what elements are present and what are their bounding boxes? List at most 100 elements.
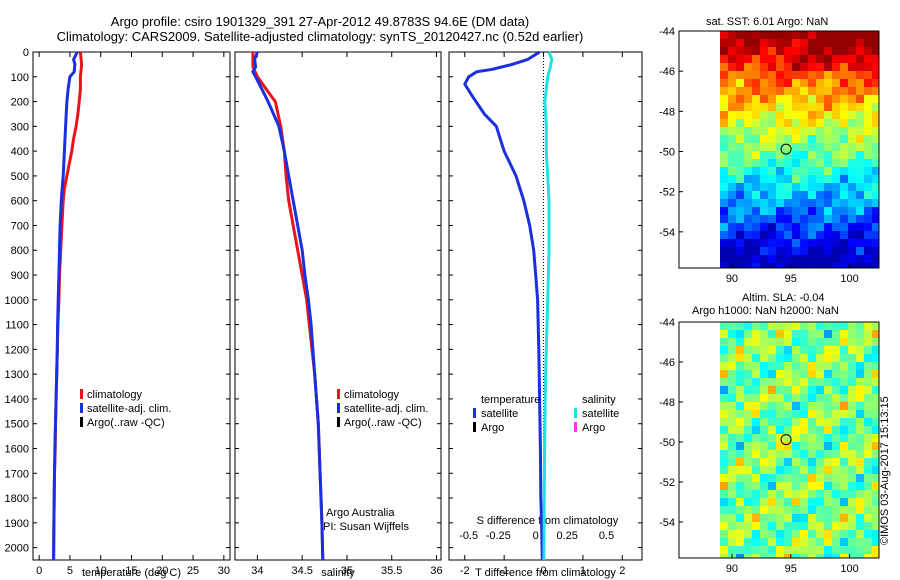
map-cell [856, 191, 864, 199]
map-cell [848, 386, 856, 394]
map-cell [840, 119, 848, 127]
map-cell [768, 87, 776, 95]
map-cell [832, 458, 840, 466]
map-cell [872, 87, 879, 95]
map-cell [856, 330, 864, 338]
map-cell [832, 151, 840, 159]
map-cell [840, 223, 848, 231]
map-cell [872, 223, 879, 231]
map-cell [776, 386, 784, 394]
map-cell [784, 71, 792, 79]
map-cell [872, 442, 879, 450]
map-cell [840, 418, 848, 426]
map-cell [856, 95, 864, 103]
map-cell [824, 199, 832, 207]
map-cell [776, 231, 784, 239]
map-cell [760, 490, 768, 498]
map-cell [736, 410, 744, 418]
y-tick-label: 300 [11, 121, 29, 133]
map-cell [752, 346, 760, 354]
map-cell [808, 442, 816, 450]
map-cell [752, 386, 760, 394]
map-cell [832, 55, 840, 63]
map-cell [832, 199, 840, 207]
map-cell [856, 127, 864, 135]
map-cell [840, 71, 848, 79]
map-cell [808, 239, 816, 247]
map-cell [768, 159, 776, 167]
map-cell [840, 482, 848, 490]
map-cell [856, 370, 864, 378]
map-cell [744, 450, 752, 458]
map-cell [832, 338, 840, 346]
map-cell [792, 394, 800, 402]
map-cell [776, 39, 784, 47]
map-cell [800, 498, 808, 506]
map-cell [832, 386, 840, 394]
map-cell [808, 490, 816, 498]
map-cell [744, 239, 752, 247]
map-cell [816, 450, 824, 458]
map-cell [752, 450, 760, 458]
map-cell [824, 474, 832, 482]
x-tick-label: 25 [187, 565, 199, 577]
map-cell [824, 111, 832, 119]
map-cell [792, 442, 800, 450]
map-cell [776, 127, 784, 135]
map-cell [872, 506, 879, 514]
map-cell [760, 223, 768, 231]
map-cell [872, 482, 879, 490]
map-cell [840, 215, 848, 223]
map-cell [720, 255, 728, 263]
map-cell [832, 191, 840, 199]
map-cell [840, 546, 848, 554]
map-cell [864, 167, 872, 175]
map-cell [816, 466, 824, 474]
map-cell [720, 498, 728, 506]
map-cell [856, 402, 864, 410]
map-cell [736, 87, 744, 95]
map-cell [720, 31, 728, 39]
map-cell [760, 167, 768, 175]
map-cell [720, 434, 728, 442]
top-tick-label: 0.5 [599, 530, 614, 542]
map-cell [736, 434, 744, 442]
map-cell [824, 63, 832, 71]
map-cell [760, 498, 768, 506]
map-cell [744, 434, 752, 442]
map-cell [816, 79, 824, 87]
map-cell [824, 458, 832, 466]
map-cell [856, 538, 864, 546]
map-cell [760, 127, 768, 135]
map-cell [848, 466, 856, 474]
map-cell [776, 450, 784, 458]
map-cell [728, 39, 736, 47]
map-cell [824, 159, 832, 167]
map-cell [792, 239, 800, 247]
map-cell [776, 426, 784, 434]
map-cell [792, 418, 800, 426]
map-cell [744, 354, 752, 362]
map-cell [768, 263, 776, 268]
map-cell [776, 474, 784, 482]
map-cell [816, 191, 824, 199]
map-cell [824, 418, 832, 426]
map-cell [872, 239, 879, 247]
map-cell [728, 47, 736, 55]
map-cell [728, 362, 736, 370]
map-cell [832, 538, 840, 546]
map-cell [848, 167, 856, 175]
map-cell [840, 231, 848, 239]
map-cell [720, 135, 728, 143]
map-cell [784, 55, 792, 63]
map-cell [816, 167, 824, 175]
map-cell [744, 159, 752, 167]
y-tick-label: 500 [11, 171, 29, 183]
map-cell [720, 175, 728, 183]
map-x-tick-label: 95 [785, 273, 797, 285]
map-cell [744, 175, 752, 183]
climatology-title: Climatology: CARS2009. Satellite-adjuste… [56, 29, 584, 44]
map-cell [744, 378, 752, 386]
map-cell [792, 434, 800, 442]
map-cell [800, 354, 808, 362]
